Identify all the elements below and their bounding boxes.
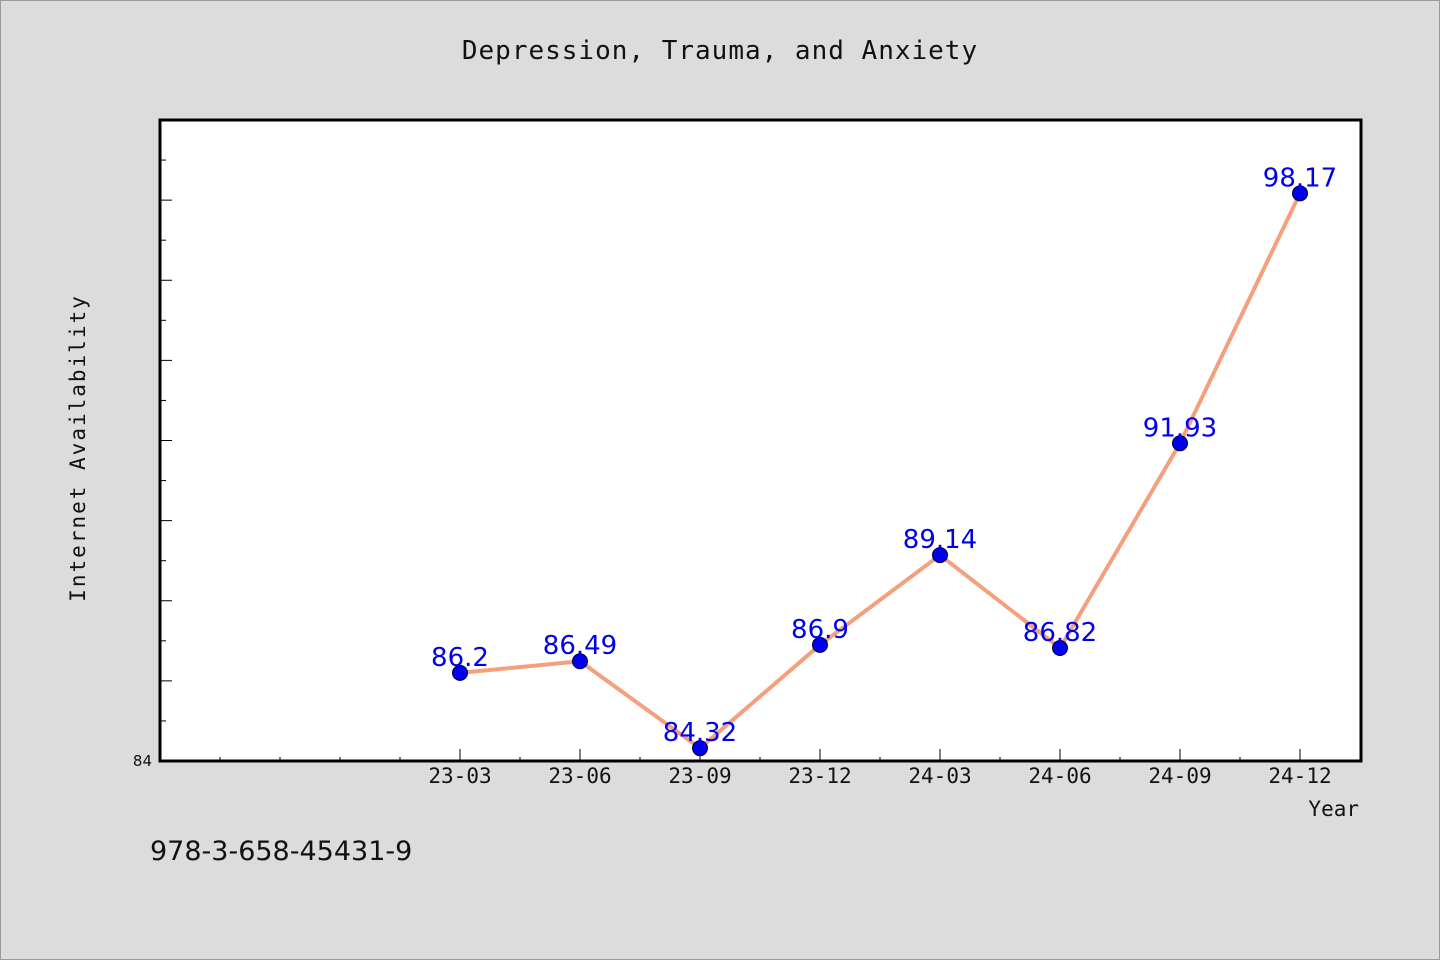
- data-label: 98.17: [1263, 163, 1337, 193]
- y-axis-ticks: 84: [133, 159, 172, 770]
- data-label: 86.9: [791, 615, 849, 645]
- data-point: [692, 740, 708, 757]
- data-point: [1172, 435, 1188, 452]
- x-tick-label: 24-03: [908, 764, 971, 788]
- data-label: 89.14: [903, 525, 977, 555]
- data-point: [1052, 640, 1068, 657]
- data-label: 86.2: [431, 643, 489, 673]
- x-tick-label: 24-09: [1148, 764, 1211, 788]
- plot-area: [158, 118, 1363, 763]
- x-tick-label: 23-12: [788, 764, 851, 788]
- data-label: 86.49: [543, 631, 617, 661]
- data-labels: 86.2 86.49 84.32 86.9 89.14 86.82 91.93 98.17: [431, 163, 1337, 748]
- chart-title: Depression, Trauma, and Anxiety: [461, 36, 979, 66]
- data-label: 84.32: [663, 718, 737, 748]
- x-axis-ticks: 23-03 23-06 23-09 23-12 24-03 24-06 24-09 24-12: [219, 749, 1361, 788]
- data-label: 86.82: [1023, 618, 1097, 648]
- x-tick-label: 23-09: [668, 764, 731, 788]
- series-layer: [452, 185, 1308, 757]
- y-tick-label: 84: [133, 752, 152, 770]
- x-axis-label: Year: [1308, 797, 1359, 821]
- data-point: [932, 547, 948, 564]
- x-tick-label: 24-12: [1268, 764, 1331, 788]
- x-tick-label: 24-06: [1028, 764, 1091, 788]
- data-label: 91.93: [1143, 413, 1217, 443]
- series-line: [459, 192, 1302, 751]
- isbn-text: 978-3-658-45431-9: [150, 836, 413, 867]
- x-tick-label: 23-06: [548, 764, 611, 788]
- data-point: [572, 653, 588, 670]
- data-point: [452, 664, 468, 681]
- data-point: [1292, 185, 1308, 202]
- x-tick-label: 23-03: [428, 764, 491, 788]
- data-point: [812, 636, 828, 653]
